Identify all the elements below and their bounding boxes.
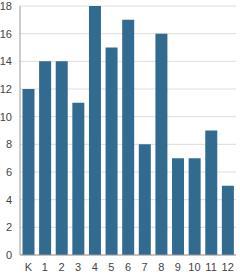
svg-text:14: 14 [8, 55, 12, 67]
svg-text:6: 6 [125, 261, 131, 273]
svg-text:7: 7 [142, 261, 148, 273]
svg-text:K: K [25, 261, 33, 273]
svg-text:6: 6 [8, 166, 12, 178]
svg-text:18: 18 [8, 0, 12, 12]
svg-text:10: 10 [8, 111, 12, 123]
svg-text:10: 10 [188, 261, 200, 273]
svg-text:9: 9 [175, 261, 181, 273]
svg-text:8: 8 [8, 138, 12, 150]
svg-text:4: 4 [92, 261, 98, 273]
svg-text:0: 0 [8, 249, 12, 261]
svg-text:8: 8 [158, 261, 164, 273]
svg-text:3: 3 [75, 261, 81, 273]
svg-text:12: 12 [222, 261, 232, 273]
svg-text:2: 2 [8, 221, 12, 233]
svg-text:12: 12 [8, 83, 12, 95]
svg-text:11: 11 [205, 261, 216, 273]
svg-text:4: 4 [8, 194, 12, 206]
svg-text:16: 16 [8, 28, 12, 40]
svg-text:2: 2 [58, 261, 64, 273]
svg-text:5: 5 [108, 261, 114, 273]
svg-text:1: 1 [42, 261, 48, 273]
